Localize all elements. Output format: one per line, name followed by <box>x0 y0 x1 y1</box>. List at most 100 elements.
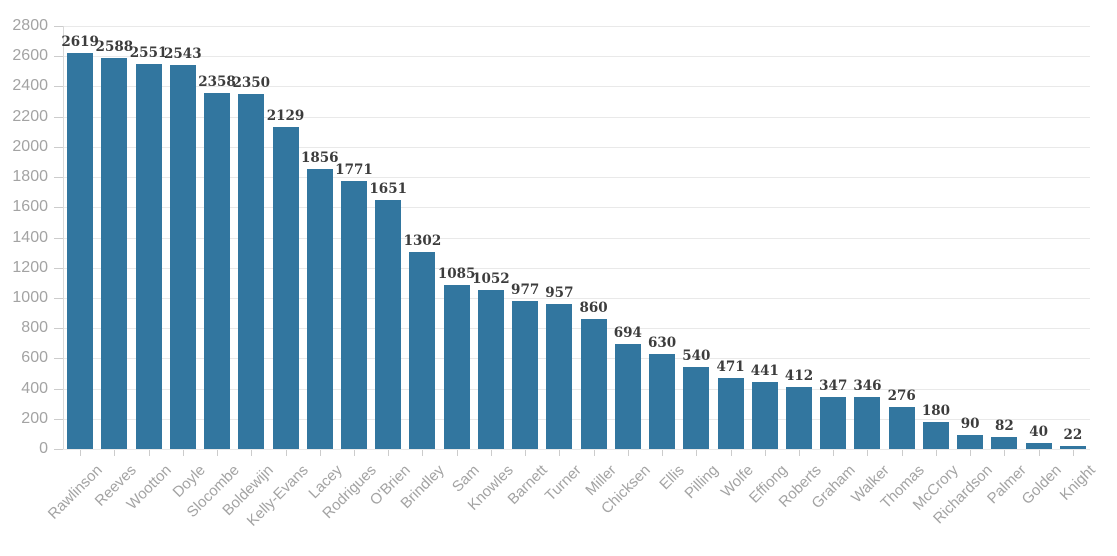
bar-value-label: 1856 <box>300 149 339 166</box>
bar <box>169 64 196 449</box>
y-axis-label: 1200 <box>12 258 48 276</box>
bar <box>751 382 778 449</box>
gridline <box>63 177 1090 179</box>
y-axis-tick <box>54 26 63 27</box>
bar <box>512 301 539 449</box>
bar-value-label: 276 <box>887 388 916 405</box>
x-axis-tick <box>388 450 390 456</box>
bar <box>238 93 265 449</box>
bar <box>683 367 710 449</box>
bar-value-label: 2551 <box>129 44 168 61</box>
bar <box>340 181 367 449</box>
x-axis-tick <box>833 450 835 456</box>
bar <box>820 396 847 449</box>
bar <box>101 58 128 449</box>
y-axis-label: 400 <box>21 379 48 397</box>
bar-value-label: 977 <box>511 282 540 299</box>
bar <box>580 319 607 449</box>
bar <box>991 436 1018 449</box>
y-axis-label: 800 <box>21 319 48 337</box>
gridline <box>63 86 1090 88</box>
y-axis-tick <box>54 56 63 58</box>
y-axis-line <box>63 26 64 449</box>
x-axis-tick <box>730 450 732 456</box>
bar-value-label: 2588 <box>95 39 134 56</box>
bar-value-label: 180 <box>921 402 951 419</box>
bar <box>649 353 676 449</box>
bar-value-label: 347 <box>819 377 848 394</box>
bar-value-label: 694 <box>613 325 642 342</box>
x-axis-tick <box>867 450 869 456</box>
gridline <box>63 56 1090 58</box>
bar-value-label: 82 <box>995 417 1014 434</box>
y-axis-label: 1600 <box>12 198 48 216</box>
y-axis-tick <box>54 449 63 450</box>
bar <box>135 63 162 449</box>
x-axis-tick <box>114 450 116 456</box>
y-axis-label: 0 <box>39 440 48 457</box>
x-axis-tick <box>456 450 458 456</box>
bar-value-label: 40 <box>1029 423 1049 440</box>
x-axis-tick <box>901 450 903 456</box>
x-axis-tick <box>80 450 82 456</box>
x-axis-tick <box>764 450 766 456</box>
gridline <box>63 26 1090 27</box>
gridline <box>63 449 1090 450</box>
y-axis-tick <box>54 358 63 360</box>
gridline <box>63 388 1090 390</box>
y-axis-tick <box>54 146 63 148</box>
bar <box>67 53 94 449</box>
bar-value-label: 957 <box>545 285 574 302</box>
bar-value-label: 1771 <box>335 162 373 179</box>
bar-value-label: 860 <box>579 300 608 317</box>
x-axis-tick <box>285 450 287 456</box>
bar-value-label: 22 <box>1063 426 1083 443</box>
bar <box>375 199 402 449</box>
x-axis-tick <box>593 450 595 456</box>
bar <box>409 252 436 449</box>
bar-value-label: 2129 <box>266 108 305 125</box>
bar <box>888 407 915 449</box>
bar <box>854 396 881 449</box>
bar <box>1025 442 1052 449</box>
x-axis-tick <box>1072 450 1074 456</box>
y-axis-tick <box>54 328 63 330</box>
y-axis-tick <box>54 116 63 118</box>
bar-value-label: 2358 <box>198 73 236 90</box>
bar-value-label: 2350 <box>232 74 271 91</box>
bar <box>786 386 813 449</box>
bar-value-label: 90 <box>960 416 980 433</box>
y-axis-label: 2600 <box>12 47 48 65</box>
y-axis-label: 2000 <box>12 137 48 155</box>
y-axis-tick <box>54 297 63 299</box>
bar <box>717 377 744 449</box>
y-axis-label: 2200 <box>12 107 48 125</box>
x-axis-tick <box>559 450 561 456</box>
x-axis-tick <box>970 450 972 456</box>
y-axis-tick <box>54 86 63 88</box>
x-axis-tick <box>627 450 629 456</box>
gridline <box>63 146 1090 148</box>
gridline <box>63 267 1090 269</box>
bar-value-label: 540 <box>682 348 711 365</box>
y-axis-tick <box>54 237 63 239</box>
gridline <box>63 328 1090 330</box>
x-axis-tick <box>182 450 184 456</box>
bar <box>922 421 949 449</box>
y-axis-label: 600 <box>21 349 48 367</box>
x-axis-tick <box>525 450 527 456</box>
bar-value-label: 441 <box>750 363 779 380</box>
x-axis-tick <box>319 450 321 456</box>
y-axis-label: 1400 <box>12 228 48 246</box>
y-axis-tick <box>54 177 63 179</box>
gridline <box>63 116 1090 118</box>
bar <box>204 92 231 449</box>
x-axis-tick <box>422 450 424 456</box>
x-axis-tick <box>1038 450 1040 456</box>
gridline <box>63 237 1090 239</box>
y-axis-label: 200 <box>21 409 48 427</box>
y-axis-tick <box>54 207 63 209</box>
y-axis-tick <box>54 388 63 390</box>
x-axis-tick <box>353 450 355 456</box>
